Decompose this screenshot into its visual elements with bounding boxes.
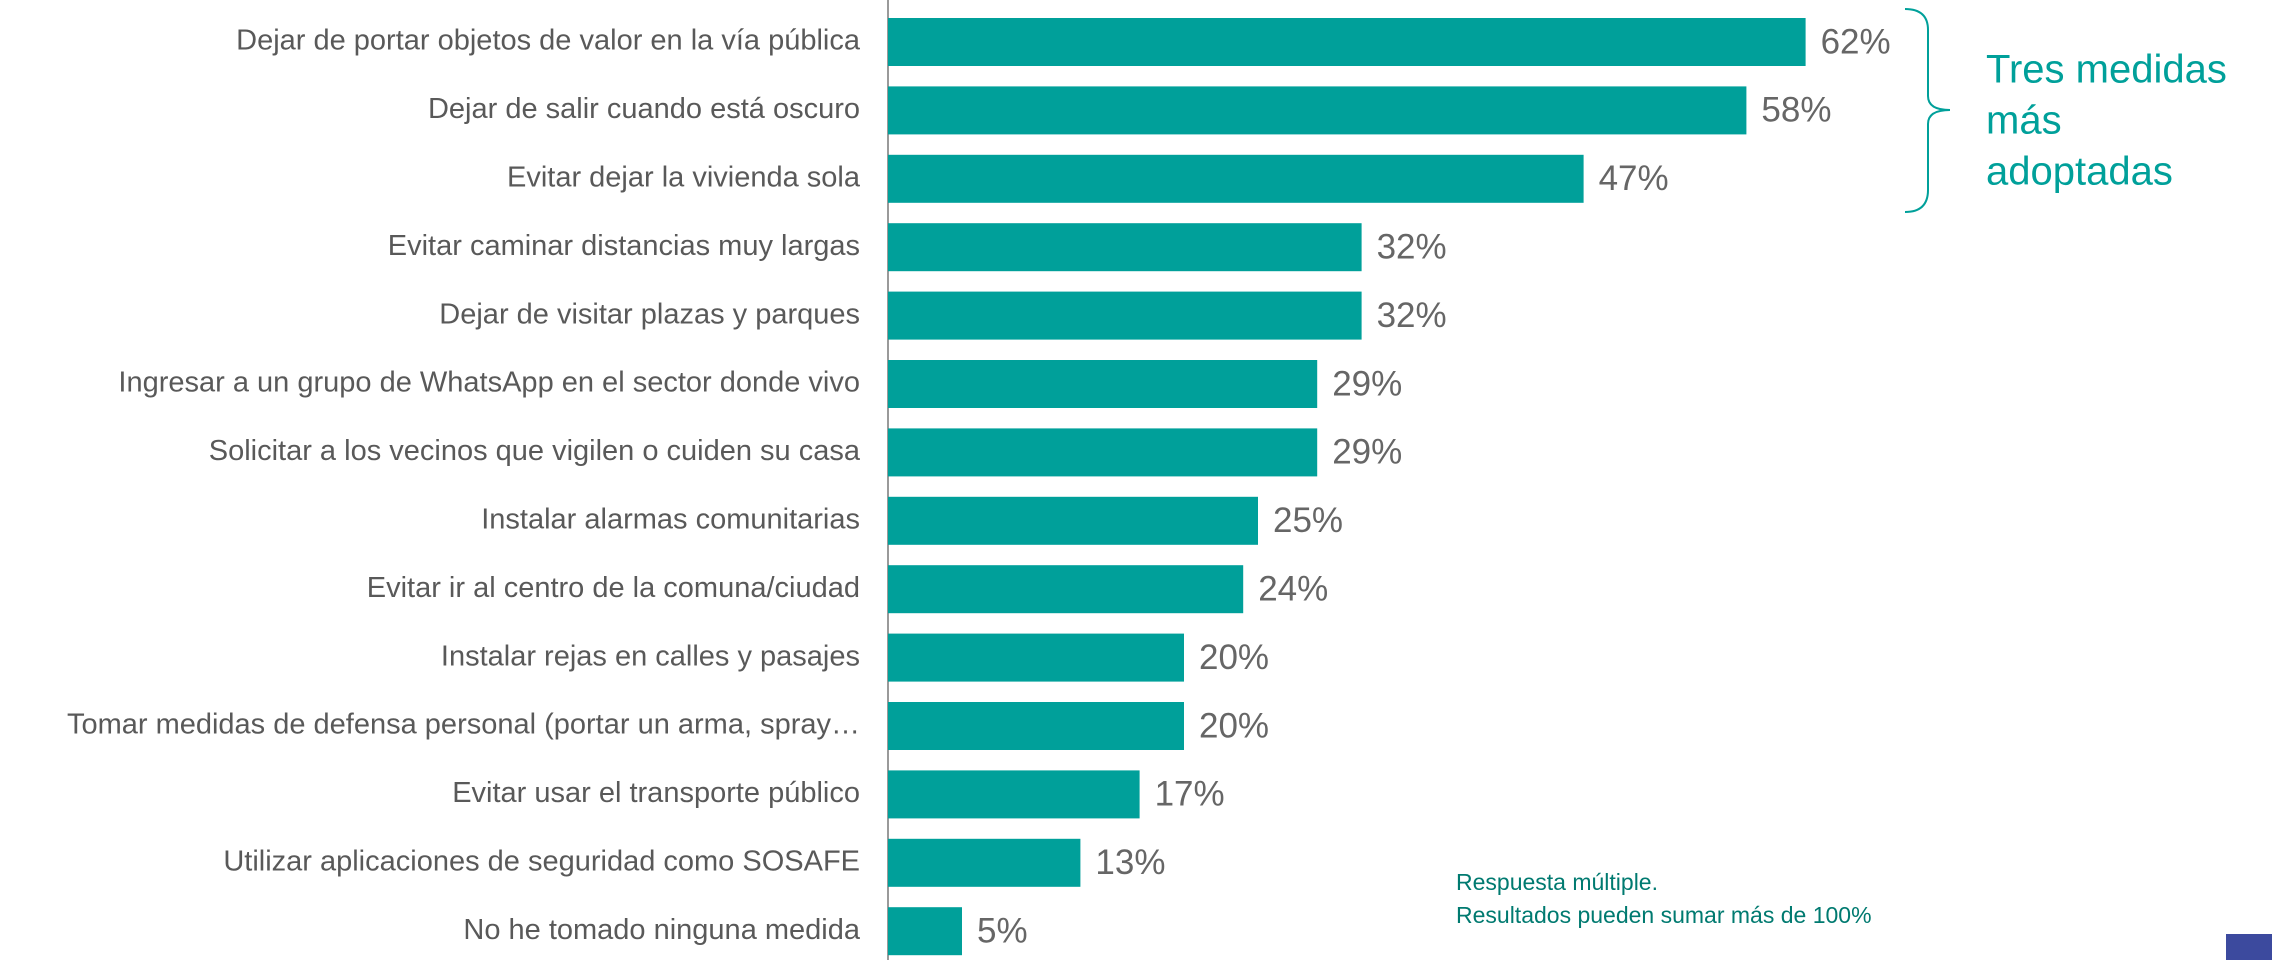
corner-mark [2226,934,2272,960]
bar [888,291,1362,340]
value-label: 24% [1258,569,1328,608]
category-label: Solicitar a los vecinos que vigilen o cu… [209,435,861,467]
bar [888,907,962,956]
value-label: 5% [977,911,1028,950]
bar [888,18,1806,66]
note: Resultados pueden sumar más de 100% [1456,902,1872,928]
bar [888,154,1584,203]
value-label: 20% [1199,706,1269,745]
value-label: 32% [1377,296,1447,335]
value-label: 20% [1199,638,1269,677]
category-label: Ingresar a un grupo de WhatsApp en el se… [118,367,860,399]
category-label: Evitar caminar distancias muy largas [388,230,860,262]
category-label: Instalar alarmas comunitarias [481,503,860,535]
category-label: No he tomado ninguna medida [463,914,860,946]
note: Respuesta múltiple. [1456,869,1658,895]
category-label: Utilizar aplicaciones de seguridad como … [223,845,860,877]
category-label: Instalar rejas en calles y pasajes [441,640,860,672]
bar [888,702,1184,750]
value-label: 29% [1332,364,1402,403]
bar [888,496,1258,545]
bar [888,633,1184,682]
bar [888,770,1140,819]
category-label: Evitar ir al centro de la comuna/ciudad [367,572,860,604]
annotation: más [1986,99,2062,143]
category-label: Dejar de visitar plazas y parques [439,298,860,330]
category-label: Evitar usar el transporte público [452,777,860,809]
value-label: 58% [1761,91,1831,130]
category-label: Dejar de portar objetos de valor en la v… [236,25,861,57]
brace [1904,8,1951,213]
value-label: 32% [1377,227,1447,266]
bar [888,838,1081,887]
bar [888,565,1244,614]
value-label: 47% [1599,159,1669,198]
value-label: 29% [1332,433,1402,472]
annotation: adoptadas [1986,150,2173,194]
value-label: 62% [1821,22,1891,61]
annotation: Tres medidas [1986,48,2227,92]
bar [888,86,1747,135]
bar [888,360,1318,408]
bar [888,223,1362,272]
bar [888,428,1318,477]
value-label: 25% [1273,501,1343,540]
category-label: Dejar de salir cuando está oscuro [428,93,860,125]
value-label: 17% [1155,775,1225,814]
category-label: Tomar medidas de defensa personal (porta… [67,709,860,741]
category-label: Evitar dejar la vivienda sola [507,161,861,193]
value-label: 13% [1095,843,1165,882]
